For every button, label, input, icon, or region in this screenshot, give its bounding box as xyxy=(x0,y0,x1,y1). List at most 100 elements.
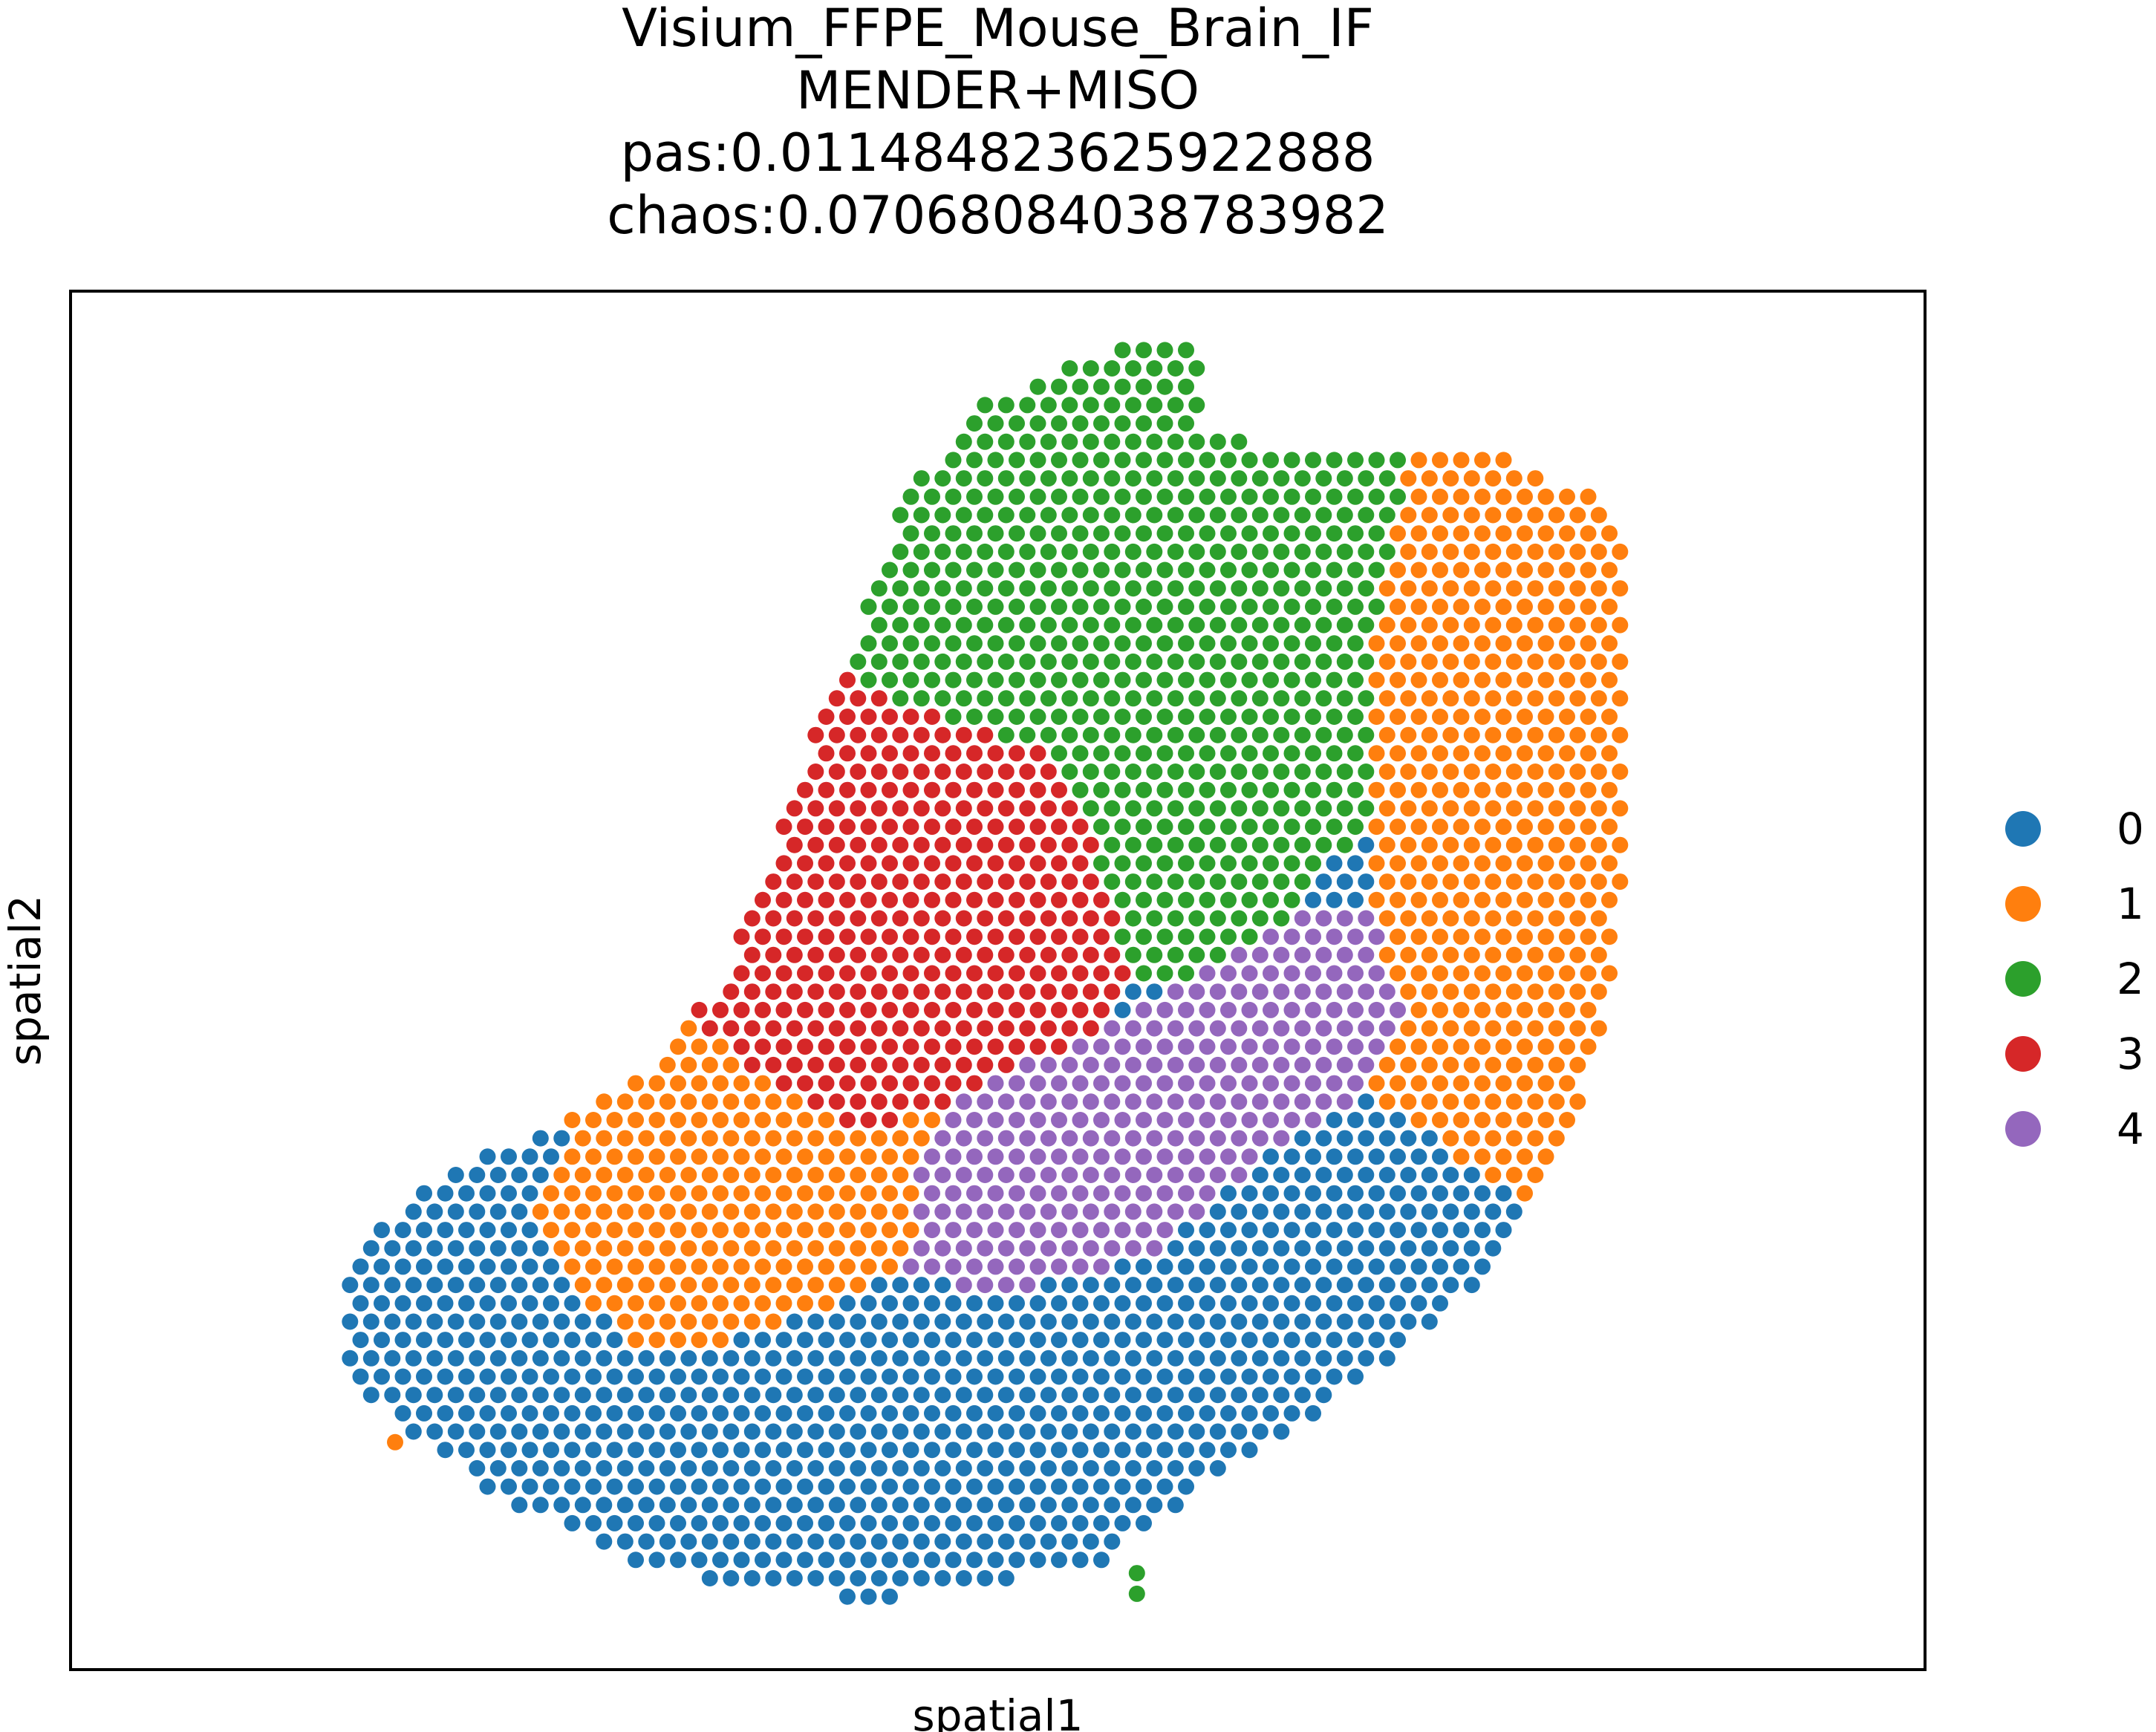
spot-cluster-3 xyxy=(818,1075,835,1092)
spot-cluster-4 xyxy=(1061,1056,1078,1073)
spot-cluster-1 xyxy=(839,1148,856,1165)
spot-cluster-2 xyxy=(1061,580,1078,597)
spot-cluster-1 xyxy=(1410,709,1427,725)
spot-cluster-2 xyxy=(1273,764,1290,780)
spot-cluster-2 xyxy=(1167,616,1184,634)
spot-cluster-3 xyxy=(807,873,824,891)
spot-cluster-0 xyxy=(850,1313,867,1330)
spot-cluster-4 xyxy=(955,1130,972,1147)
spot-cluster-4 xyxy=(1029,1185,1046,1202)
spot-cluster-0 xyxy=(447,1350,464,1367)
spot-cluster-2 xyxy=(1220,671,1237,688)
spot-cluster-4 xyxy=(924,1185,940,1202)
spot-cluster-0 xyxy=(955,1497,972,1514)
spot-cluster-1 xyxy=(670,1295,686,1312)
spot-cluster-2 xyxy=(934,470,951,487)
spot-cluster-2 xyxy=(1199,891,1216,908)
spot-cluster-1 xyxy=(775,1185,792,1202)
spot-cluster-0 xyxy=(765,1423,782,1440)
spot-cluster-2 xyxy=(1082,543,1099,560)
spot-cluster-1 xyxy=(1390,891,1406,908)
spot-cluster-1 xyxy=(1590,616,1607,634)
spot-cluster-2 xyxy=(1368,598,1385,615)
spot-cluster-1 xyxy=(606,1112,623,1128)
spot-cluster-0 xyxy=(691,1442,708,1459)
spot-cluster-0 xyxy=(850,1459,867,1477)
spot-cluster-2 xyxy=(934,616,951,634)
spot-cluster-0 xyxy=(807,1387,824,1404)
spot-cluster-0 xyxy=(1358,1313,1375,1330)
spot-cluster-0 xyxy=(828,1423,845,1440)
spot-cluster-2 xyxy=(1251,690,1268,707)
spot-cluster-1 xyxy=(1390,671,1406,688)
spot-cluster-2 xyxy=(1093,855,1110,872)
spot-cluster-2 xyxy=(955,690,972,707)
spot-cluster-1 xyxy=(1527,726,1544,743)
spot-cluster-2 xyxy=(1029,671,1046,688)
spot-cluster-0 xyxy=(723,1533,740,1550)
spot-cluster-2 xyxy=(1167,800,1184,817)
spot-cluster-1 xyxy=(839,1222,856,1239)
spot-cluster-3 xyxy=(1040,800,1057,817)
spot-cluster-0 xyxy=(839,1332,856,1349)
spot-cluster-1 xyxy=(1474,452,1491,469)
spot-cluster-0 xyxy=(1114,1404,1131,1422)
spot-cluster-0 xyxy=(1283,1185,1300,1202)
spot-cluster-1 xyxy=(797,1112,813,1128)
spot-cluster-4 xyxy=(1326,928,1343,945)
spot-cluster-0 xyxy=(543,1148,559,1165)
spot-cluster-3 xyxy=(966,781,983,798)
spot-cluster-3 xyxy=(1051,1001,1067,1018)
spot-cluster-4 xyxy=(987,1075,1004,1092)
spot-cluster-2 xyxy=(1167,726,1184,743)
spot-cluster-3 xyxy=(892,726,909,743)
spot-cluster-0 xyxy=(1104,1387,1121,1404)
spot-cluster-2 xyxy=(1358,616,1375,634)
spot-cluster-2 xyxy=(1305,709,1321,725)
spot-cluster-1 xyxy=(755,1112,771,1128)
spot-cluster-1 xyxy=(1517,561,1533,579)
spot-cluster-1 xyxy=(1559,1038,1575,1055)
spot-cluster-4 xyxy=(1146,1240,1163,1257)
spot-cluster-0 xyxy=(426,1240,443,1257)
spot-cluster-2 xyxy=(1029,561,1046,579)
spot-cluster-1 xyxy=(1517,488,1533,505)
spot-cluster-1 xyxy=(701,1240,718,1257)
spot-cluster-0 xyxy=(670,1514,686,1531)
spot-cluster-1 xyxy=(1495,598,1512,615)
spot-cluster-4 xyxy=(1283,1001,1300,1018)
spot-cluster-0 xyxy=(1294,1313,1311,1330)
spot-cluster-0 xyxy=(659,1533,676,1550)
spot-cluster-3 xyxy=(870,1056,888,1073)
spot-cluster-2 xyxy=(1283,855,1300,872)
spot-cluster-4 xyxy=(966,1112,983,1128)
spot-cluster-2 xyxy=(1146,360,1163,377)
spot-cluster-3 xyxy=(945,928,962,945)
spot-cluster-2 xyxy=(1104,543,1121,560)
spot-cluster-1 xyxy=(1517,598,1533,615)
spot-cluster-1 xyxy=(1505,507,1522,524)
spot-cluster-4 xyxy=(1231,946,1248,963)
spot-cluster-1 xyxy=(1559,928,1575,945)
spot-cluster-1 xyxy=(701,1093,718,1110)
spot-cluster-1 xyxy=(1432,452,1448,469)
spot-cluster-2 xyxy=(924,671,940,688)
spot-cluster-3 xyxy=(913,764,930,780)
spot-cluster-2 xyxy=(1167,580,1184,597)
spot-cluster-3 xyxy=(786,983,803,1000)
spot-cluster-0 xyxy=(1283,1222,1300,1239)
spot-cluster-2 xyxy=(1199,525,1216,542)
spot-cluster-0 xyxy=(997,1570,1015,1586)
spot-cluster-1 xyxy=(1527,580,1544,597)
spot-cluster-0 xyxy=(1474,1185,1491,1202)
spot-cluster-0 xyxy=(1326,1258,1343,1275)
spot-cluster-4 xyxy=(955,1203,972,1220)
spot-cluster-2 xyxy=(977,433,994,450)
spot-cluster-0 xyxy=(786,1570,803,1586)
spot-cluster-4 xyxy=(1029,1112,1046,1128)
spot-cluster-1 xyxy=(870,1240,888,1257)
spot-cluster-2 xyxy=(1336,653,1353,670)
spot-cluster-1 xyxy=(1495,1038,1512,1055)
spot-cluster-1 xyxy=(1474,1148,1491,1165)
spot-cluster-2 xyxy=(1283,781,1300,798)
